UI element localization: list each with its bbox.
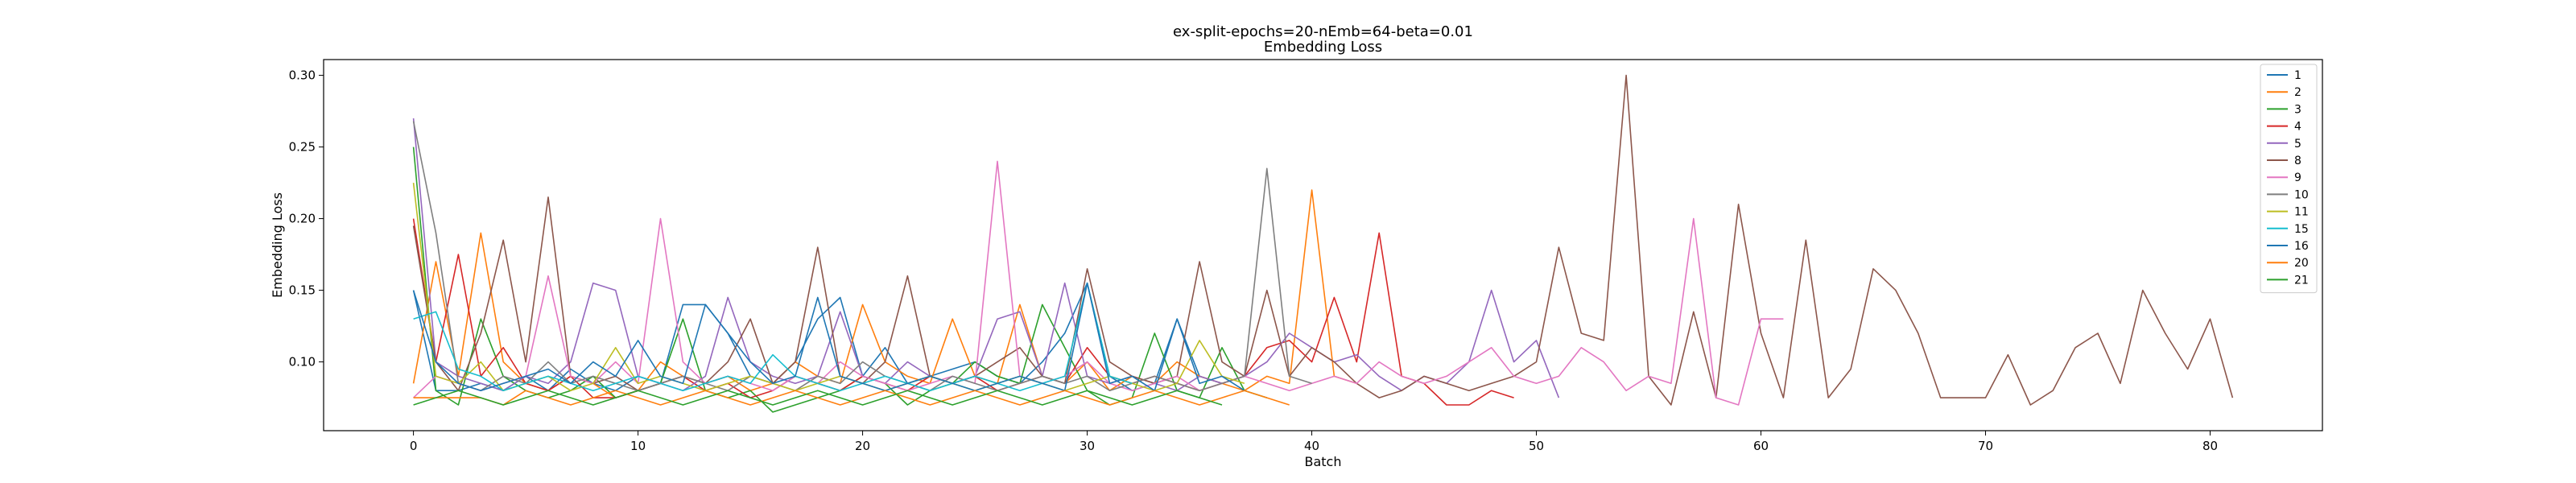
legend-label: 5 (2294, 138, 2301, 151)
x-tick-label: 0 (410, 439, 418, 453)
y-tick-label: 0.30 (289, 68, 316, 83)
chart-title: ex-split-epochs=20-nEmb=64-beta=0.01 (1173, 23, 1473, 40)
legend-label: 11 (2294, 206, 2309, 219)
legend-label: 4 (2294, 121, 2301, 134)
legend-box (2260, 64, 2318, 294)
x-tick-label: 20 (855, 439, 870, 453)
chart-subtitle: Embedding Loss (1264, 39, 1382, 56)
series-line-4 (412, 218, 1514, 406)
legend-label: 16 (2294, 240, 2309, 253)
x-tick-label: 40 (1304, 439, 1319, 453)
series-line-16 (412, 282, 1245, 392)
y-tick-label: 0.15 (289, 283, 316, 298)
series-line-5 (412, 118, 1560, 398)
y-tick-label: 0.25 (289, 140, 316, 155)
series-line-3 (412, 147, 1268, 413)
series-line-10 (412, 121, 1312, 392)
x-tick-label: 50 (1529, 439, 1544, 453)
y-axis-label: Embedding Loss (270, 192, 285, 298)
series-line-8 (412, 74, 2234, 406)
series-line-15 (413, 282, 1133, 392)
legend-label: 8 (2294, 155, 2301, 167)
x-tick-label: 80 (2202, 439, 2218, 453)
series-line-9 (413, 160, 1784, 406)
x-axis-label: Batch (1305, 454, 1342, 469)
y-tick-label: 0.20 (289, 212, 316, 226)
x-tick-label: 70 (1978, 439, 1993, 453)
x-axis-ticks: 0 10 20 30 40 50 60 70 80 (410, 431, 2218, 453)
plot-area (412, 74, 2234, 413)
axes-frame (323, 59, 2323, 431)
legend-label: 9 (2294, 171, 2301, 184)
x-tick-label: 60 (1753, 439, 1769, 453)
legend-label: 10 (2294, 188, 2309, 201)
x-tick-label: 10 (630, 439, 646, 453)
legend: 1 2 3 4 5 8 9 10 11 15 16 20 21 (2260, 64, 2318, 294)
series-line-21 (413, 390, 1223, 406)
x-tick-label: 30 (1080, 439, 1095, 453)
legend-label: 20 (2294, 257, 2309, 270)
legend-label: 1 (2294, 69, 2301, 82)
legend-label: 15 (2294, 223, 2309, 236)
y-tick-label: 0.10 (289, 355, 316, 369)
series-line-11 (412, 183, 1245, 392)
legend-label: 21 (2294, 274, 2309, 287)
legend-label: 3 (2294, 103, 2301, 116)
y-axis-ticks: 0.10 0.15 0.20 0.25 0.30 (289, 68, 324, 369)
legend-label: 2 (2294, 86, 2301, 99)
series-line-20 (413, 390, 1290, 406)
